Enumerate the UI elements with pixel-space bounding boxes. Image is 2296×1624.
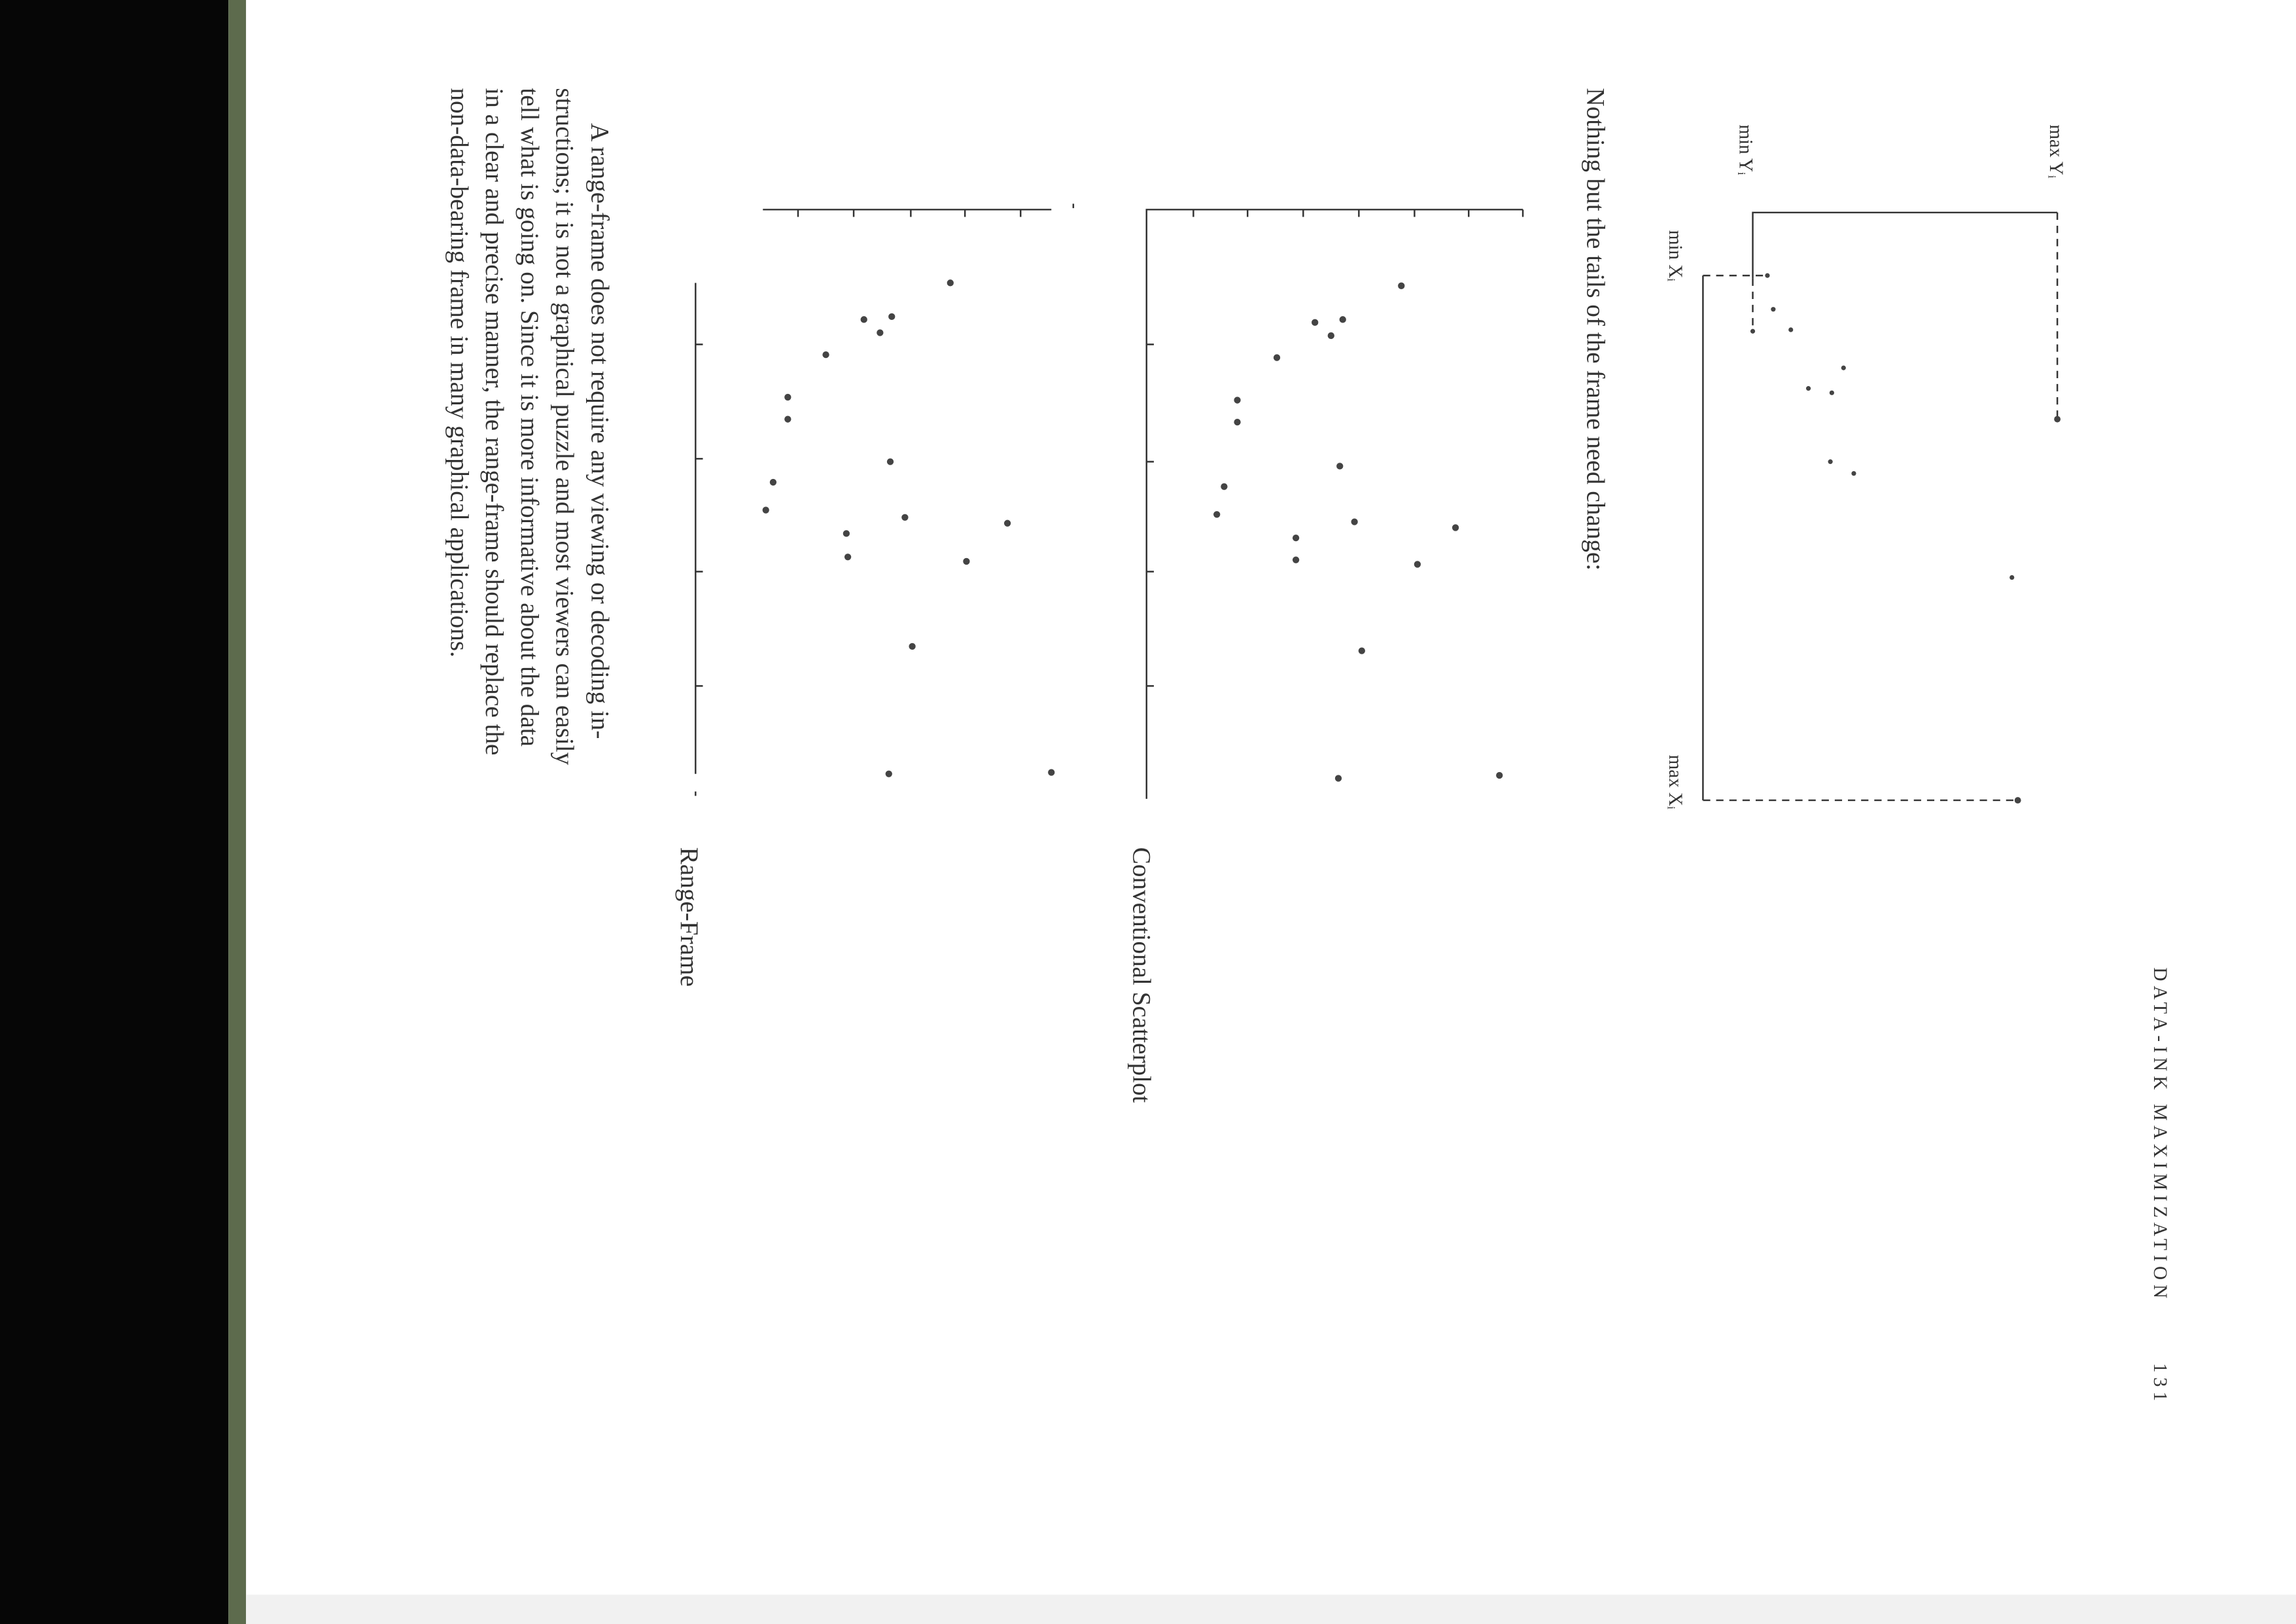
dot bbox=[1771, 307, 1776, 312]
dot bbox=[1234, 418, 1241, 426]
frame bbox=[1145, 209, 1523, 799]
dot bbox=[1829, 390, 1834, 395]
binding-dark bbox=[0, 0, 229, 1624]
dot bbox=[1213, 511, 1221, 518]
dot bbox=[1841, 365, 1846, 370]
dot bbox=[1336, 463, 1344, 470]
tick-marks bbox=[1146, 209, 1524, 687]
dot bbox=[885, 770, 892, 777]
dot bbox=[822, 351, 829, 359]
dot bbox=[1312, 319, 1319, 326]
dot bbox=[1003, 520, 1011, 527]
binding-strip bbox=[228, 0, 247, 1624]
dot bbox=[784, 415, 791, 423]
dot bbox=[1496, 771, 1503, 779]
dot bbox=[1358, 647, 1365, 654]
dot bbox=[1048, 769, 1055, 776]
dot bbox=[1351, 518, 1358, 525]
dot bbox=[909, 643, 916, 650]
dot bbox=[1788, 327, 1794, 332]
dots bbox=[1750, 273, 2061, 804]
figure-caption: Range-Frame bbox=[675, 847, 703, 987]
dot bbox=[877, 329, 884, 336]
label-max-y: max Yᵢ bbox=[2045, 124, 2066, 178]
dot bbox=[1398, 282, 1405, 289]
dot bbox=[1234, 397, 1241, 404]
label-max-x: max Xᵢ bbox=[1665, 755, 1686, 809]
dot bbox=[762, 506, 769, 514]
label-min-y: min Yᵢ bbox=[1735, 124, 1756, 175]
dot bbox=[1327, 332, 1334, 340]
running-header: DATA-INK MAXIMIZATION bbox=[2149, 967, 2170, 1303]
label-min-x: min Xᵢ bbox=[1665, 230, 1686, 282]
dot bbox=[1765, 273, 1770, 278]
dot bbox=[1452, 524, 1459, 531]
dot bbox=[1339, 316, 1346, 323]
page-number: 131 bbox=[2149, 1363, 2170, 1405]
dot bbox=[2054, 415, 2061, 423]
tick-marks bbox=[695, 209, 1022, 687]
paragraph-line: structions; it is not a graphical puzzle… bbox=[551, 88, 579, 765]
dot bbox=[784, 393, 791, 401]
conventional-scatterplot: Conventional Scatterplot bbox=[1128, 209, 1524, 1103]
dot bbox=[886, 458, 894, 465]
dot bbox=[2009, 575, 2015, 580]
y-range-line bbox=[1752, 211, 2058, 279]
paragraph-line: non-data-bearing frame in many graphical… bbox=[445, 88, 473, 657]
dot bbox=[901, 514, 909, 521]
dot bbox=[2014, 797, 2021, 804]
dot bbox=[844, 554, 852, 561]
range-frame-scatterplot: Range-Frame bbox=[675, 203, 1075, 987]
dot bbox=[1750, 328, 1756, 334]
dot bbox=[1273, 354, 1281, 361]
dot bbox=[1292, 534, 1300, 542]
dot bbox=[1851, 470, 1856, 476]
range-frame-diagram: max Yᵢ min Yᵢ min Xᵢ max Xᵢ bbox=[1665, 124, 2066, 809]
lead-in: Nothing but the tails of the frame need … bbox=[1582, 88, 1610, 571]
dot bbox=[947, 279, 954, 287]
paragraph-line: tell what is going on. Since it is more … bbox=[515, 88, 544, 747]
page-bottom-edge bbox=[246, 1595, 2296, 1624]
dot bbox=[1221, 483, 1228, 490]
dot bbox=[888, 313, 896, 321]
dot bbox=[860, 316, 867, 323]
paragraph: A range-frame does not require any viewi… bbox=[445, 88, 614, 765]
dot bbox=[963, 557, 970, 565]
dot bbox=[1805, 386, 1811, 391]
dot bbox=[1292, 556, 1300, 563]
dot bbox=[843, 530, 850, 537]
paragraph-line: A range-frame does not require any viewi… bbox=[585, 123, 614, 739]
dots bbox=[1213, 282, 1503, 782]
dots bbox=[762, 279, 1055, 777]
dot bbox=[1828, 459, 1833, 465]
paragraph-line: in a clear and precise manner, the range… bbox=[480, 88, 508, 755]
dot bbox=[1334, 775, 1342, 782]
dot bbox=[769, 478, 777, 486]
dot bbox=[1414, 561, 1421, 568]
figure-caption: Conventional Scatterplot bbox=[1128, 847, 1156, 1103]
